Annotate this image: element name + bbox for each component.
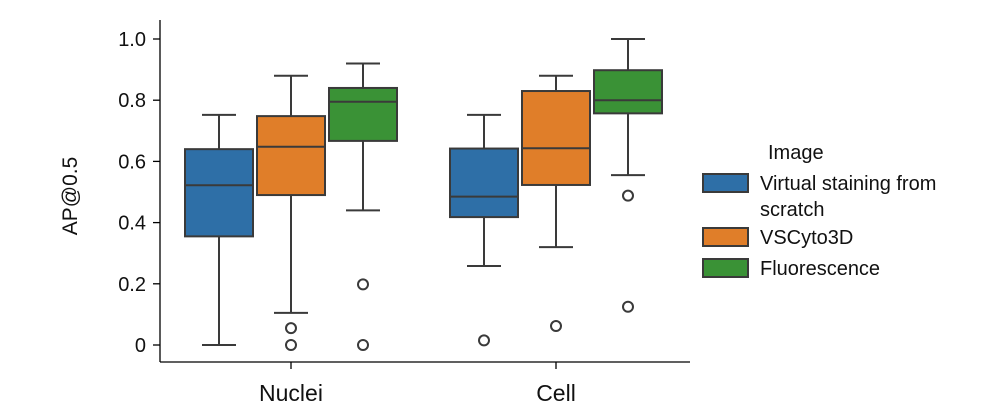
legend-swatch — [702, 258, 749, 278]
box-body — [184, 148, 254, 238]
y-axis-label: AP@0.5 — [59, 157, 82, 236]
x-category-label: Nuclei — [259, 380, 323, 406]
box-body — [521, 90, 591, 186]
box-body — [256, 115, 326, 197]
y-tick-label: 0.6 — [118, 151, 146, 173]
y-tick-label: 1.0 — [118, 29, 146, 51]
outlier-point — [550, 320, 562, 333]
y-tick-label: 0.4 — [118, 213, 146, 235]
box-virtual-staining-from-scratch-nuclei — [184, 113, 254, 346]
legend-label: VSCyto3D — [760, 227, 853, 249]
outlier-point — [357, 339, 369, 351]
box-vscyto3d-nuclei — [256, 74, 326, 351]
legend-label: Virtual staining from — [760, 173, 936, 195]
outlier-point — [357, 278, 369, 291]
x-category-label: Cell — [536, 380, 576, 406]
box-groups — [184, 38, 663, 351]
box-body — [449, 147, 519, 219]
outlier-point — [622, 189, 634, 202]
box-fluorescence-cell — [593, 38, 663, 313]
legend-swatch — [702, 173, 749, 193]
box-body — [593, 69, 663, 115]
legend-swatch — [702, 227, 749, 247]
y-tick-label: 0.2 — [118, 274, 146, 296]
legend-label: Fluorescence — [760, 258, 880, 280]
outlier-point — [622, 300, 634, 313]
outlier-point — [478, 334, 490, 347]
legend: Image Virtual staining from scratch VSCyto3… — [702, 142, 936, 280]
y-tick-label: 0.8 — [118, 90, 146, 112]
box-vscyto3d-cell — [521, 74, 591, 333]
box-fluorescence-nuclei — [328, 62, 398, 351]
legend-label: scratch — [760, 199, 824, 221]
box-virtual-staining-from-scratch-cell — [449, 113, 519, 347]
axes: 0 0.2 0.4 0.6 0.8 1.0 AP@0.5 Nuclei Cell — [59, 20, 690, 406]
outlier-point — [285, 339, 297, 351]
y-tick-label: 0 — [135, 335, 146, 357]
outlier-point — [285, 322, 297, 335]
legend-title: Image — [768, 142, 824, 164]
box-body — [328, 86, 398, 142]
